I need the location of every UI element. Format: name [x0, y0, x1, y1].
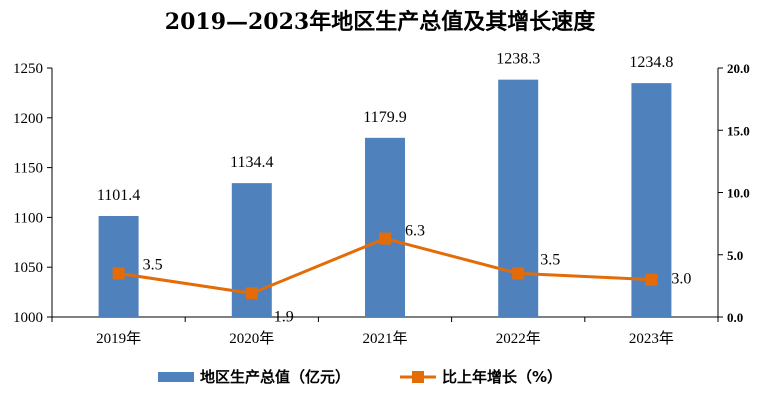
x-axis-tick-label: 2021年 — [362, 330, 407, 347]
line-point — [379, 232, 391, 245]
left-axis-tick-label: 1250 — [13, 61, 43, 77]
bar — [98, 216, 139, 317]
left-axis-tick-label: 1150 — [14, 161, 43, 177]
line-value-label: 1.9 — [274, 308, 294, 325]
legend-swatch-bar — [158, 372, 194, 382]
line-value-label: 6.3 — [405, 223, 425, 240]
x-axis-tick-label: 2020年 — [229, 330, 274, 347]
line-series — [112, 232, 658, 300]
right-axis-tick-label: 10.0 — [727, 186, 750, 201]
right-axis-tick-label: 15.0 — [727, 123, 750, 138]
data-labels: 1101.4 1134.4 1179.9 1238.3 1234.8 3.5 1.9 6.3 3… — [97, 51, 692, 326]
line-value-label: 3.0 — [671, 271, 691, 288]
bar-value-label: 1234.8 — [629, 54, 673, 71]
legend-swatch-marker — [412, 371, 424, 383]
line-point — [112, 267, 125, 280]
right-axis-tick-label: 5.0 — [727, 248, 743, 263]
line-point — [512, 267, 525, 280]
left-axis-tick-label: 1100 — [14, 210, 43, 226]
bar-value-label: 1101.4 — [97, 187, 140, 204]
x-axis-tick-label: 2023年 — [629, 330, 674, 347]
legend-label-bar: 地区生产总值（亿元） — [200, 368, 350, 386]
left-axis-tick-label: 1050 — [13, 260, 43, 276]
left-axis-tick-label: 1200 — [13, 111, 43, 127]
legend: 地区生产总值（亿元） 比上年增长（%） — [158, 368, 562, 386]
line-point — [245, 287, 258, 300]
line-value-label: 3.5 — [143, 256, 163, 273]
legend-label-line: 比上年增长（%） — [442, 368, 562, 386]
bar — [498, 79, 539, 317]
x-axis-tick-label: 2019年 — [96, 330, 141, 347]
right-axis-tick-label: 20.0 — [727, 61, 750, 76]
bar-value-label: 1238.3 — [496, 51, 540, 68]
line-point — [645, 273, 658, 286]
left-axis-tick-label: 1000 — [13, 310, 43, 326]
right-axis-tick-label: 0.0 — [727, 310, 743, 325]
x-axis-tick-label: 2022年 — [496, 330, 541, 347]
bar-value-label: 1179.9 — [363, 109, 406, 126]
chart-title: 2019—2023年地区生产总值及其增长速度 — [164, 9, 596, 35]
line-value-label: 3.5 — [540, 251, 560, 268]
bar — [365, 137, 405, 317]
bar-value-label: 1134.4 — [230, 154, 273, 171]
